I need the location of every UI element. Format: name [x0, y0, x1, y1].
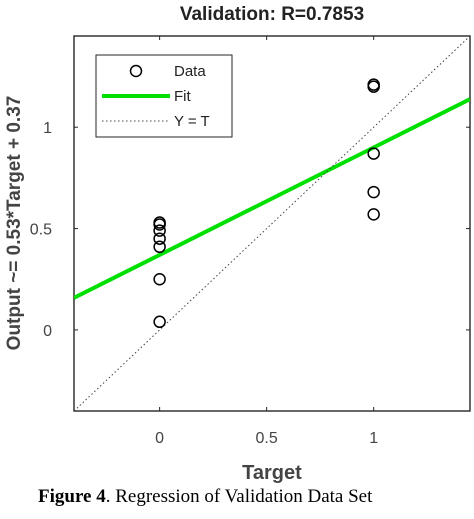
- data-point-8: [367, 185, 380, 199]
- data-point-0: [153, 315, 166, 329]
- figure-caption-text: . Regression of Validation Data Set: [105, 486, 373, 507]
- x-axis-label: Target: [242, 462, 302, 484]
- legend: Data Fit Y = T: [95, 54, 233, 138]
- legend-label: Fit: [174, 88, 191, 105]
- x-tick-label: 0.5: [256, 430, 278, 447]
- data-point-7: [367, 208, 380, 221]
- chart-title: Validation: R=0.7853: [180, 4, 364, 25]
- data-point-2: [153, 240, 166, 254]
- legend-label: Y = T: [174, 113, 210, 130]
- y-axis-label: Output ~= 0.53*Target + 0.37: [4, 96, 25, 351]
- legend-marker: [129, 64, 143, 78]
- y-tick-label: 0.5: [30, 222, 52, 239]
- y-tick-label: 0: [43, 323, 52, 340]
- data-point-1: [153, 272, 166, 286]
- x-tick-label: 1: [369, 430, 378, 447]
- data-point-3: [153, 232, 166, 245]
- y-tick-label: 1: [43, 120, 52, 137]
- figure-caption-label: Figure 4: [38, 486, 106, 507]
- x-tick-label: 0: [155, 430, 164, 447]
- series-line-2: [74, 36, 470, 411]
- data-point-9: [367, 147, 380, 160]
- legend-label: Data: [174, 63, 206, 80]
- data-point-6: [153, 216, 166, 229]
- figure-caption: Figure 4. Regression of Validation Data …: [0, 486, 474, 508]
- data-point-11: [367, 78, 380, 91]
- series-line-1: [74, 97, 470, 300]
- data-point-4: [153, 224, 166, 237]
